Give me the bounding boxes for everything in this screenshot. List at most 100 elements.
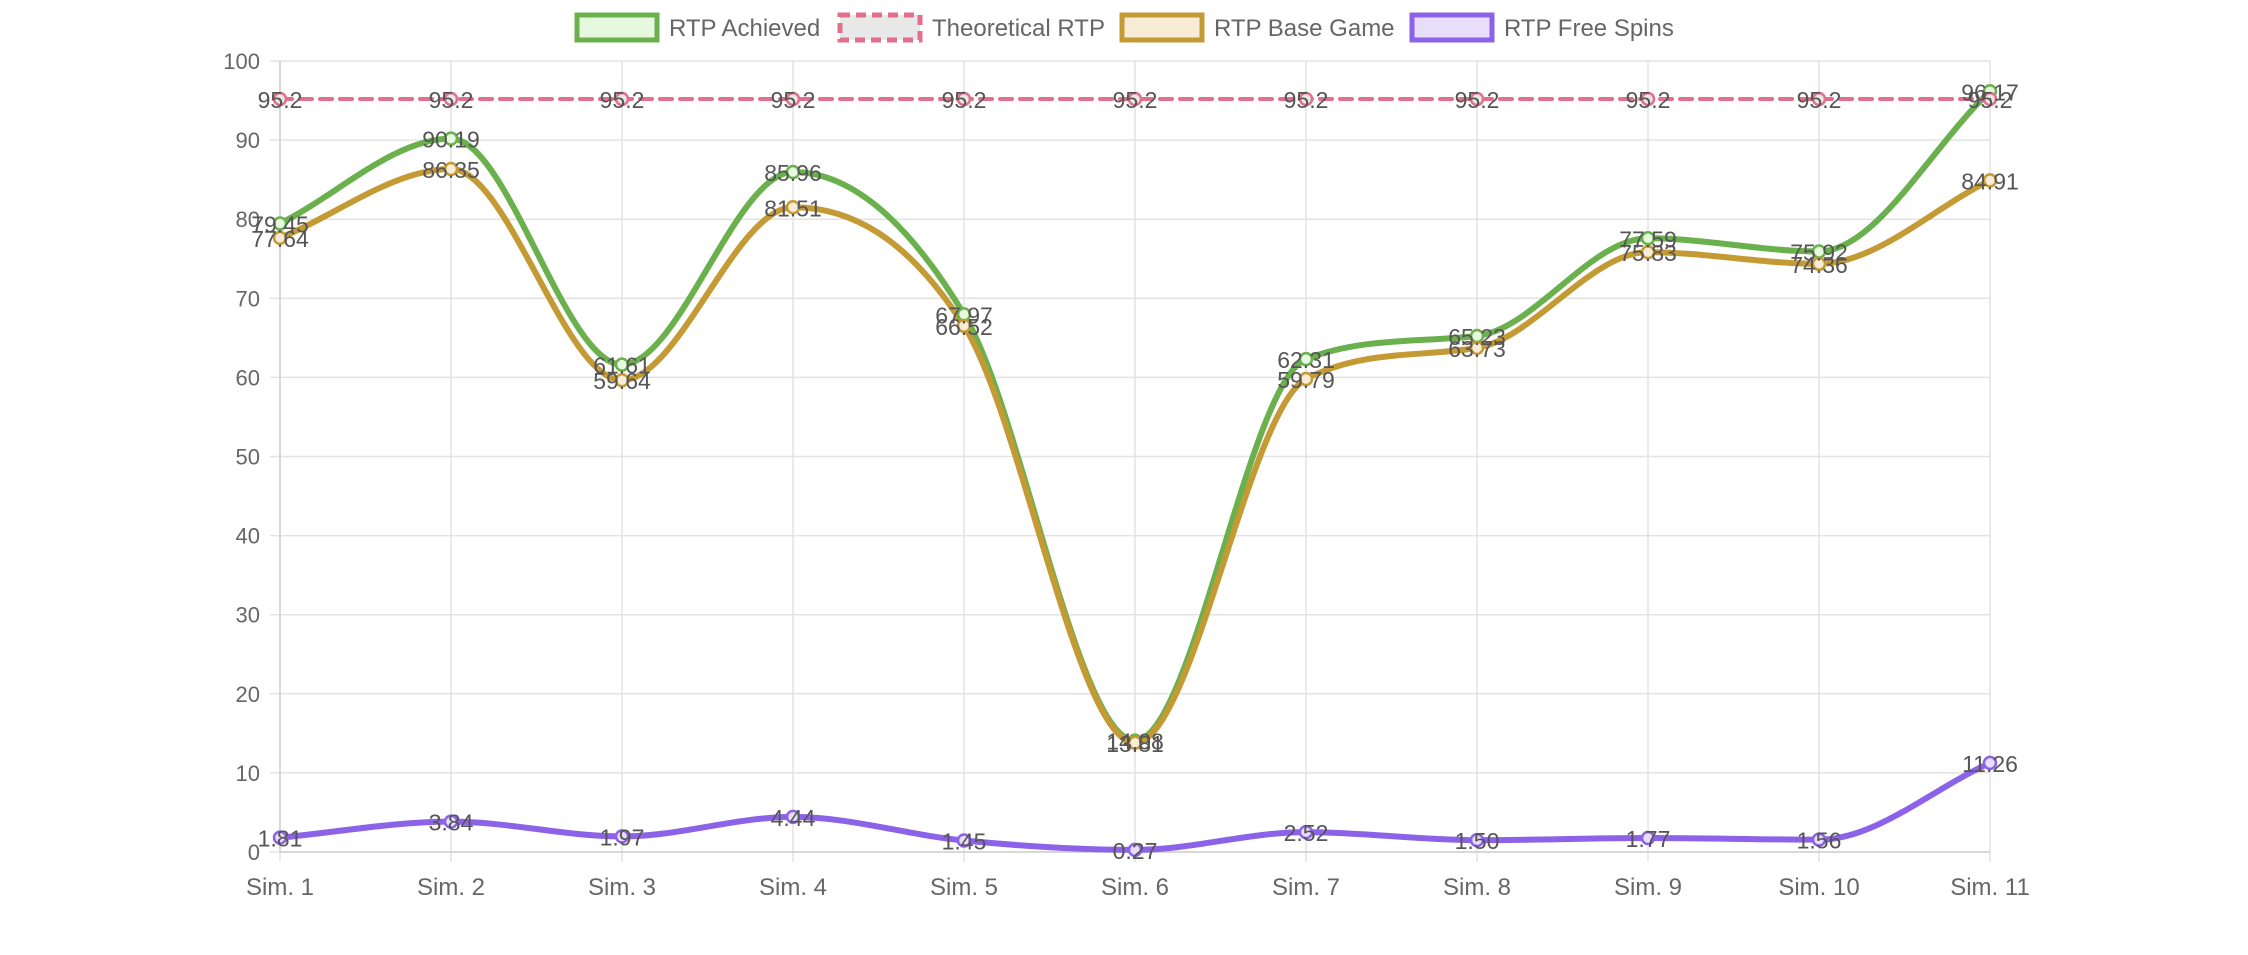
data-label-rtp-free-spins: 1.81 [258,826,303,852]
y-tick-label: 90 [236,128,260,153]
data-point-rtp-achieved [1640,231,1656,246]
data-point-rtp-achieved [614,357,630,372]
data-label-rtp-achieved: 90.19 [422,127,480,153]
data-label-rtp-free-spins: 2.52 [1284,820,1329,846]
data-label-rtp-free-spins: 3.84 [429,810,474,836]
data-label-rtp-free-spins: 1.77 [1626,826,1671,852]
data-point-rtp-achieved [272,216,288,231]
data-label-rtp-base-game: 81.51 [764,195,822,221]
data-label-rtp-achieved: 14.08 [1106,729,1164,755]
data-label-rtp-achieved: 96.17 [1961,79,2019,105]
data-points [272,84,1998,858]
data-label-rtp-free-spins: 0.27 [1113,838,1158,864]
data-point-rtp-base-game [1127,735,1143,751]
axes: 0 10 20 30 40 50 60 70 80 90 100 Sim. 1 Sim. 2 Sim. 3… [223,49,2030,901]
data-label-rtp-achieved: 77.59 [1619,226,1677,252]
data-label-theoretical-rtp: 95.2 [1968,87,2013,113]
data-point-rtp-free-spins [1127,842,1143,858]
data-label-theoretical-rtp: 95.2 [429,87,474,113]
data-label-theoretical-rtp: 95.2 [1284,87,1329,113]
data-point-theoretical-rtp [1640,91,1656,107]
data-point-rtp-free-spins [1640,830,1656,846]
data-label-rtp-achieved: 67.97 [935,302,993,328]
data-label-theoretical-rtp: 95.2 [771,87,816,113]
data-point-theoretical-rtp [272,91,288,107]
x-tick-label: Sim. 8 [1443,874,1511,901]
data-label-rtp-free-spins: 4.44 [771,805,816,831]
data-point-theoretical-rtp [443,91,459,107]
x-tick-label: Sim. 3 [588,874,656,901]
data-label-rtp-base-game: 74.36 [1790,252,1848,278]
x-tick-label: Sim. 5 [930,874,998,901]
y-tick-label: 0 [248,840,260,865]
data-point-rtp-free-spins [1469,832,1485,848]
data-point-rtp-base-game [785,200,801,215]
data-point-theoretical-rtp [614,91,630,107]
data-label-rtp-base-game: 84.91 [1961,168,2019,194]
legend-item-theoretical-rtp: Theoretical RTP [837,12,1105,43]
data-point-rtp-base-game [1982,173,1998,188]
data-point-rtp-free-spins [1811,832,1827,847]
data-label-rtp-base-game: 13.81 [1106,731,1164,757]
data-label-theoretical-rtp: 95.2 [258,87,303,113]
data-point-rtp-base-game [443,161,459,177]
legend-swatch-rtp-base-game [1119,12,1205,43]
data-point-rtp-base-game [272,230,288,246]
data-point-theoretical-rtp [1982,91,1998,107]
y-tick-label: 30 [236,603,260,628]
data-point-rtp-free-spins [1298,824,1314,840]
x-tick-label: Sim. 7 [1272,874,1340,901]
legend-swatch-theoretical-rtp [837,12,923,43]
y-tick-label: 10 [236,761,260,786]
x-tick-label: Sim. 6 [1101,874,1169,901]
y-tick-label: 50 [236,445,260,470]
legend-swatch-rtp-free-spins [1409,12,1495,43]
data-point-rtp-base-game [614,372,630,388]
y-tick-label: 80 [236,207,260,232]
data-label-rtp-achieved: 75.92 [1790,239,1848,265]
data-label-rtp-achieved: 79.45 [251,212,309,238]
data-labels: 79.45 90.19 61.61 85.96 67.97 14.08 62.31 65.23… [251,79,2019,864]
data-label-theoretical-rtp: 95.2 [600,87,645,113]
data-label-rtp-free-spins: 1.45 [942,829,987,855]
data-point-rtp-free-spins [614,829,630,844]
legend: RTP Achieved Theoretical RTP RTP Base Game… [574,12,1674,43]
data-point-theoretical-rtp [1298,91,1314,107]
legend-label-rtp-free-spins: RTP Free Spins [1504,15,1674,42]
data-label-theoretical-rtp: 95.2 [942,87,987,113]
y-tick-label: 40 [236,524,260,549]
data-label-rtp-free-spins: 1.50 [1455,828,1500,854]
data-point-rtp-free-spins [785,809,801,825]
data-label-rtp-achieved: 65.23 [1448,324,1506,350]
data-label-rtp-base-game: 66.52 [935,314,993,340]
legend-item-rtp-achieved: RTP Achieved [574,12,820,43]
data-label-rtp-base-game: 63.73 [1448,336,1506,362]
y-tick-label: 100 [223,49,260,74]
data-label-rtp-base-game: 59.79 [1277,367,1335,393]
data-point-theoretical-rtp [1127,91,1143,107]
data-label-theoretical-rtp: 95.2 [1626,87,1671,113]
data-label-rtp-free-spins: 1.56 [1797,828,1842,854]
legend-item-rtp-base-game: RTP Base Game [1119,12,1395,43]
legend-item-rtp-free-spins: RTP Free Spins [1409,12,1674,43]
data-label-theoretical-rtp: 95.2 [1455,87,1500,113]
data-point-theoretical-rtp [785,91,801,107]
data-point-rtp-free-spins [272,830,288,845]
legend-label-theoretical-rtp: Theoretical RTP [932,15,1105,42]
x-tick-label: Sim. 2 [417,874,485,901]
data-label-rtp-base-game: 59.64 [593,368,651,394]
data-label-theoretical-rtp: 95.2 [1113,87,1158,113]
data-point-rtp-free-spins [443,814,459,829]
x-tick-label: Sim. 10 [1778,874,1859,901]
data-point-theoretical-rtp [956,91,972,107]
data-point-rtp-base-game [1811,256,1827,272]
x-tick-label: Sim. 11 [1950,874,2030,901]
y-tick-label: 20 [236,682,260,707]
data-point-theoretical-rtp [1469,91,1485,107]
y-tick-label: 60 [236,365,260,390]
data-point-rtp-base-game [1298,371,1314,387]
legend-label-rtp-achieved: RTP Achieved [669,15,820,42]
x-tick-label: Sim. 9 [1614,874,1682,901]
data-label-rtp-base-game: 86.35 [422,157,480,183]
